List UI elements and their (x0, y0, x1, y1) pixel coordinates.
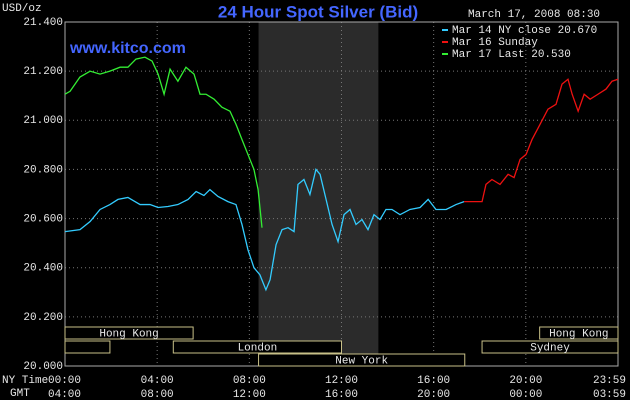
x-tick-label: 16:00 (417, 375, 450, 387)
session-bar (258, 353, 466, 367)
x-tick-label: 23:59 (593, 375, 626, 387)
x-tick-label: 12:00 (325, 375, 358, 387)
y-tick-label: 20.200 (23, 312, 63, 324)
session-label: Sydney (530, 342, 570, 354)
chart-title: 24 Hour Spot Silver (Bid) (218, 2, 418, 21)
timestamp: March 17, 2008 08:30 (468, 9, 600, 21)
x2-tick-label: 08:00 (141, 389, 174, 400)
session-label: New York (335, 355, 388, 367)
legend-label: Mar 14 NY close 20.670 (452, 25, 597, 37)
session-bar (64, 326, 194, 340)
x2-tick-label: 04:00 (48, 389, 81, 400)
session-label: London (238, 342, 278, 354)
x2-axis-label: GMT (10, 388, 30, 400)
series-line (464, 78, 619, 203)
series-line (64, 168, 465, 292)
y-tick-label: 20.000 (23, 361, 63, 373)
session-bar (64, 340, 111, 354)
session-bar (539, 326, 619, 340)
shaded-range (258, 22, 379, 366)
x-tick-label: 00:00 (48, 375, 81, 387)
y-tick-label: 20.400 (23, 263, 63, 275)
y-tick-label: 21.400 (23, 17, 63, 29)
y-tick-label: 20.800 (23, 164, 63, 176)
x-axis-label: NY Time (2, 375, 48, 387)
session-label: Hong Kong (99, 328, 158, 340)
watermark: www.kitco.com (69, 40, 186, 57)
x2-tick-label: 12:00 (233, 389, 266, 400)
y-axis-label: USD/oz (2, 3, 42, 15)
y-tick-label: 21.000 (23, 115, 63, 127)
x-tick-label: 20:00 (509, 375, 542, 387)
x-tick-label: 04:00 (141, 375, 174, 387)
series-line (64, 56, 263, 228)
x2-tick-label: 03:59 (593, 389, 626, 400)
legend-label: Mar 17 Last 20.530 (452, 49, 571, 61)
legend-label: Mar 16 Sunday (452, 37, 538, 49)
y-tick-label: 20.600 (23, 213, 63, 225)
y-tick-label: 21.200 (23, 66, 63, 78)
session-label: Hong Kong (549, 328, 608, 340)
x-tick-label: 08:00 (233, 375, 266, 387)
x2-tick-label: 00:00 (509, 389, 542, 400)
x2-tick-label: 20:00 (417, 389, 450, 400)
session-bar (481, 340, 619, 354)
x2-tick-label: 16:00 (325, 389, 358, 400)
session-bar (172, 340, 342, 354)
